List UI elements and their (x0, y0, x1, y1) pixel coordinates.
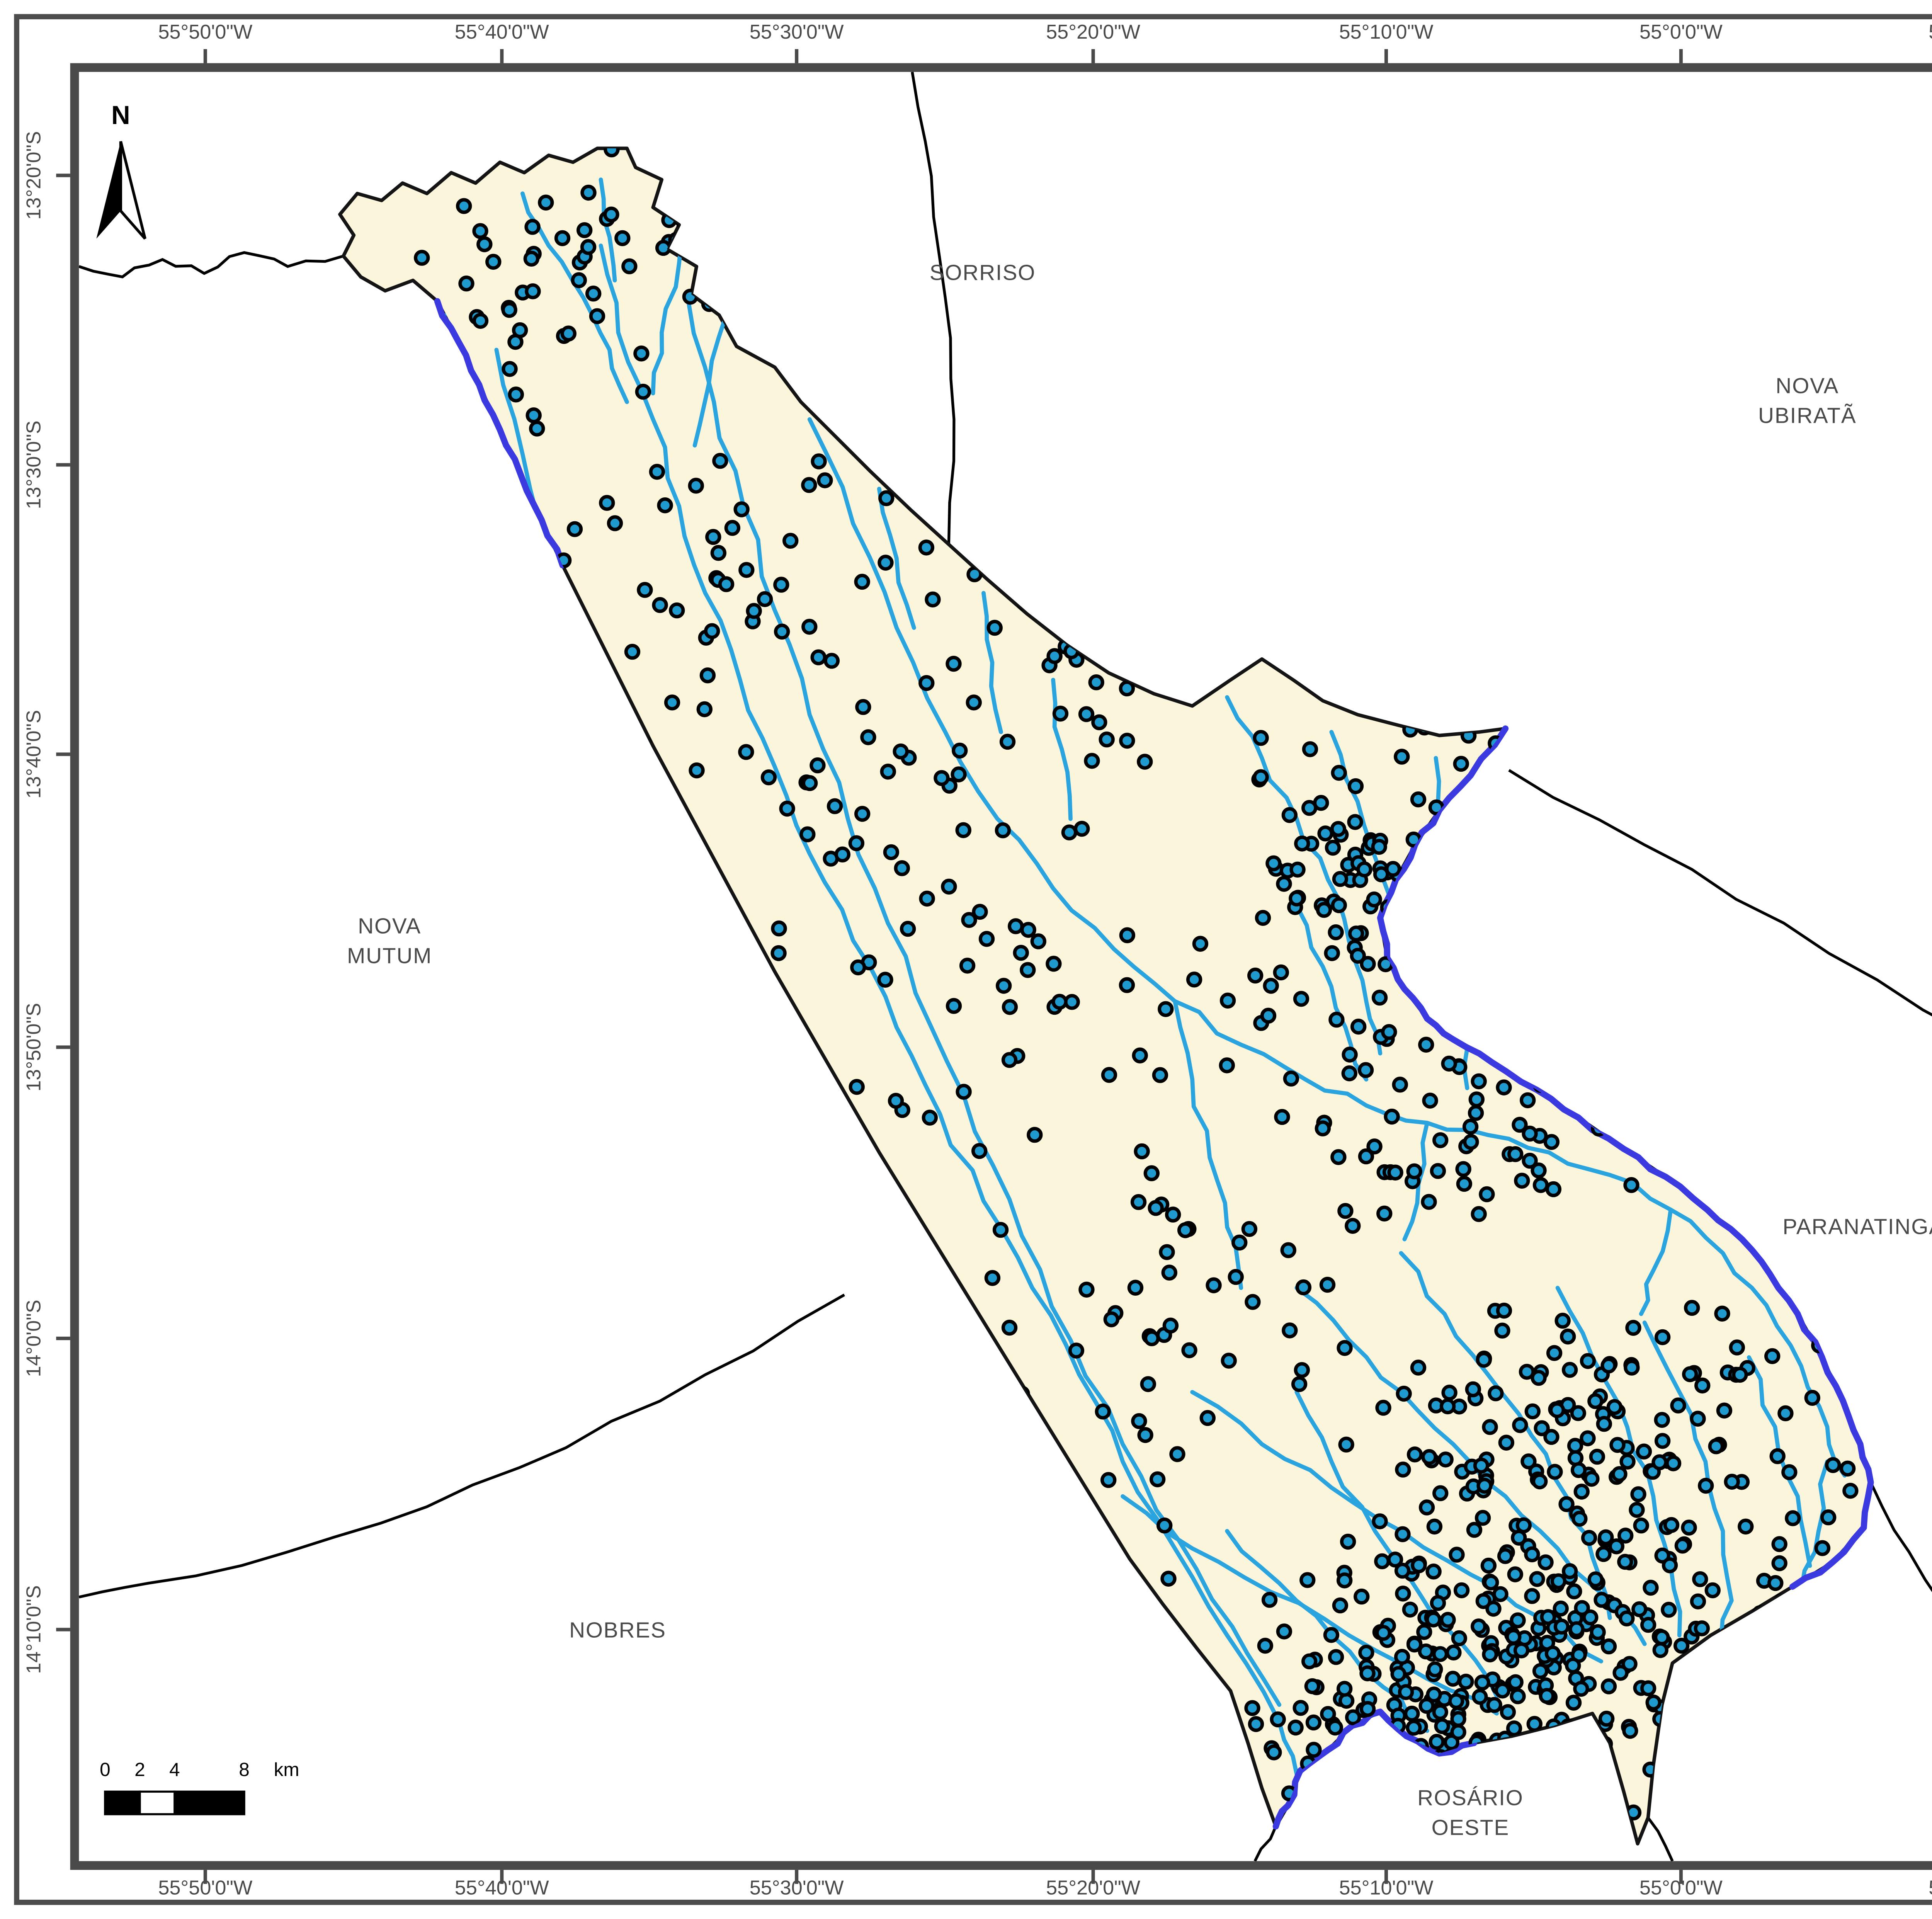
axis-tick (56, 463, 70, 467)
axis-tick (56, 174, 70, 177)
axis-label: 54°50'0"W (1929, 23, 1932, 44)
region-label: NOVA MUTUM (347, 914, 432, 968)
axis-label: 55°10'0"W (1339, 1878, 1434, 1900)
axis-tick (1384, 49, 1388, 63)
axis-label: 55°20'0"W (1046, 23, 1141, 44)
axis-tick (56, 1045, 70, 1049)
svg-text:8: 8 (239, 1759, 250, 1780)
svg-text:4: 4 (169, 1759, 180, 1780)
axis-tick (203, 49, 207, 63)
axis-label: 54°50'0"W (1929, 1879, 1932, 1900)
region-label: ROSÁRIO OESTE (1417, 1786, 1524, 1840)
svg-text:2: 2 (134, 1759, 145, 1780)
axis-label: 55°40'0"W (454, 23, 549, 44)
region-label: NOBRES (569, 1618, 666, 1643)
axis-tick (795, 49, 799, 63)
svg-text:0: 0 (100, 1759, 111, 1780)
svg-text:N: N (111, 101, 130, 130)
axis-tick (1679, 1870, 1683, 1884)
axis-label: 13°50'0"S (24, 1003, 46, 1092)
axis-tick (56, 1628, 70, 1631)
axis-label: 55°50'0"W (158, 1878, 253, 1900)
axis-label: 55°30'0"W (749, 23, 844, 44)
axis-tick (1384, 1870, 1388, 1884)
axis-label: 55°20'0"W (1046, 1878, 1141, 1900)
axis-tick (56, 752, 70, 756)
axis-tick (500, 1870, 504, 1884)
axis-tick (500, 49, 504, 63)
region-label: SORRISO (929, 260, 1036, 285)
axis-label: 13°20'0"S (24, 131, 46, 220)
axis-label: 55°0'0"W (1639, 23, 1723, 44)
axis-label: 13°40'0"S (24, 710, 46, 799)
axis-label: 55°50'0"W (158, 23, 253, 44)
svg-text:km: km (274, 1759, 299, 1780)
scale-bar: 0 2 4 8 km (100, 1759, 299, 1815)
axis-label: 55°0'0"W (1639, 1878, 1723, 1900)
axis-label: 55°40'0"W (454, 1878, 549, 1900)
axis-tick (1679, 49, 1683, 63)
axis-label: 55°10'0"W (1339, 23, 1434, 44)
hydrography-map: N 0 2 4 8 km (79, 72, 1932, 1861)
map-canvas: N 0 2 4 8 km SORRISO NOVA UBIRATÃ NOVA MUTUM PAR… (70, 63, 1932, 1870)
axis-tick (56, 1336, 70, 1341)
sheet-border (14, 14, 1932, 1905)
axis-label: 14°0'0"S (24, 1300, 46, 1377)
region-label: PARANATINGA (1782, 1215, 1932, 1240)
axis-tick (795, 1870, 799, 1884)
axis-tick (1091, 49, 1095, 63)
axis-label: 14°10'0"S (24, 1585, 46, 1674)
axis-label: 55°30'0"W (749, 1878, 844, 1900)
north-arrow-icon: N (96, 101, 146, 240)
axis-tick (203, 1870, 207, 1884)
axis-tick (1091, 1870, 1095, 1884)
region-label: NOVA UBIRATÃ (1758, 374, 1857, 428)
axis-label: 13°30'0"S (24, 420, 46, 509)
